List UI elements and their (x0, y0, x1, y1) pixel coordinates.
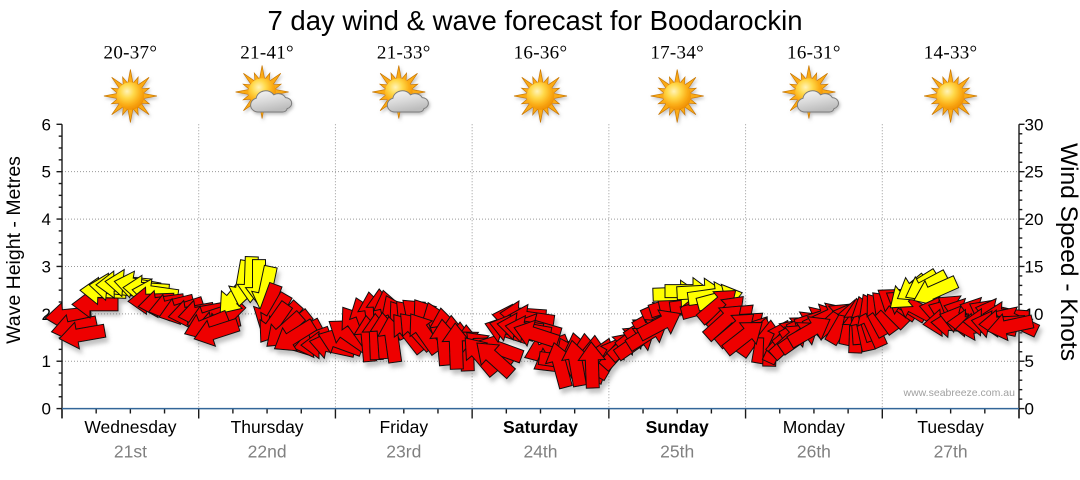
svg-text:21-41°: 21-41° (240, 43, 294, 64)
svg-text:Wave Height - Metres: Wave Height - Metres (3, 156, 25, 344)
svg-text:0: 0 (1025, 400, 1034, 419)
svg-text:Friday: Friday (379, 417, 428, 437)
svg-text:16-36°: 16-36° (514, 43, 568, 64)
svg-text:3: 3 (42, 258, 51, 277)
svg-text:Sunday: Sunday (646, 417, 709, 437)
svg-text:Thursday: Thursday (231, 417, 304, 437)
svg-text:Tuesday: Tuesday (917, 417, 984, 437)
svg-text:24th: 24th (523, 442, 557, 462)
svg-text:21-33°: 21-33° (377, 43, 431, 64)
svg-text:Saturday: Saturday (503, 417, 578, 437)
svg-text:16-31°: 16-31° (787, 43, 841, 64)
svg-text:Wind Speed - Knots: Wind Speed - Knots (1055, 143, 1080, 361)
svg-text:1: 1 (42, 352, 51, 371)
svg-text:15: 15 (1025, 258, 1044, 277)
svg-text:20-37°: 20-37° (104, 43, 158, 64)
svg-text:23rd: 23rd (386, 442, 421, 462)
svg-text:20: 20 (1025, 210, 1044, 229)
svg-text:30: 30 (1025, 115, 1044, 134)
svg-text:26th: 26th (797, 442, 831, 462)
svg-text:5: 5 (1025, 352, 1034, 371)
svg-text:www.seabreeze.com.au: www.seabreeze.com.au (903, 387, 1016, 399)
svg-text:25th: 25th (660, 442, 694, 462)
svg-text:17-34°: 17-34° (650, 43, 704, 64)
svg-text:4: 4 (42, 210, 51, 229)
svg-text:7 day wind & wave forecast for: 7 day wind & wave forecast for Boodarock… (267, 5, 802, 36)
svg-text:2: 2 (42, 305, 51, 324)
svg-text:21st: 21st (114, 442, 147, 462)
svg-text:Monday: Monday (783, 417, 846, 437)
svg-text:0: 0 (42, 400, 51, 419)
svg-text:27th: 27th (934, 442, 968, 462)
svg-text:Wednesday: Wednesday (84, 417, 176, 437)
svg-text:6: 6 (42, 115, 51, 134)
svg-text:5: 5 (42, 163, 51, 182)
svg-text:14-33°: 14-33° (924, 43, 978, 64)
svg-text:22nd: 22nd (248, 442, 287, 462)
svg-text:25: 25 (1025, 163, 1044, 182)
